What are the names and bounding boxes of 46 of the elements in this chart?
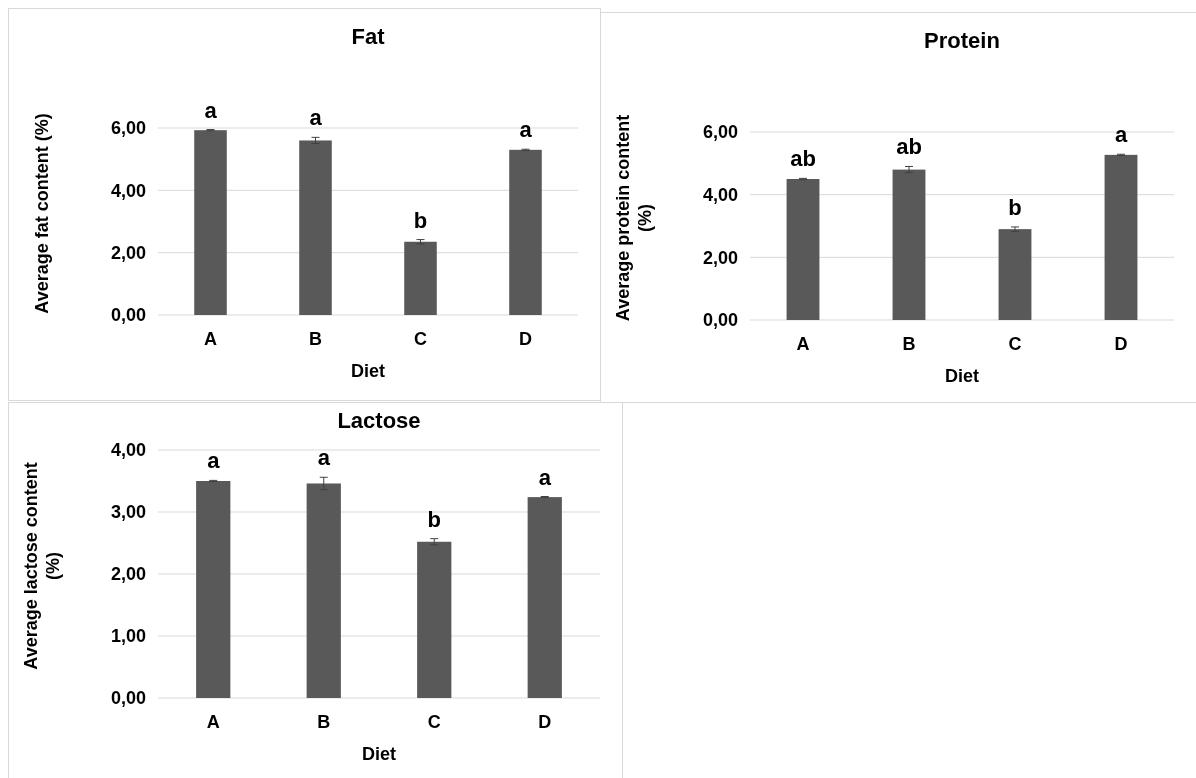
y-tick-label: 1,00 <box>110 626 146 647</box>
x-tick-label: C <box>414 329 427 349</box>
y-tick-label: 6,00 <box>110 118 146 139</box>
y-tick-label: 4,00 <box>110 180 146 201</box>
annotation: a <box>1114 122 1128 148</box>
chart-title: Fat <box>351 24 386 49</box>
y-tick-label: 0,00 <box>110 305 146 326</box>
x-tick-label: C <box>427 712 441 732</box>
y-axis-title: Average lactose content (%) <box>21 462 63 670</box>
x-tick-label: B <box>317 712 331 732</box>
x-tick-label: B <box>902 334 916 354</box>
y-tick-label: 4,00 <box>702 184 738 205</box>
x-tick-label: A <box>206 712 220 732</box>
y-tick-label: 3,00 <box>110 502 146 523</box>
y-tick-label: 4,00 <box>110 440 146 461</box>
y-tick-label: 6,00 <box>702 122 738 143</box>
x-tick-label: C <box>1008 334 1022 354</box>
chart-title: Lactose <box>337 408 421 433</box>
y-axis-title: Average protein content (%) <box>613 114 655 322</box>
x-tick-label: A <box>796 334 810 354</box>
chart-title: Protein <box>924 28 1000 53</box>
annotation: a <box>317 445 331 471</box>
x-axis-title: Diet <box>944 366 980 386</box>
y-tick-label: 0,00 <box>110 688 146 709</box>
y-tick-label: 2,00 <box>110 564 146 585</box>
annotation: a <box>309 105 323 131</box>
annotation: b <box>427 506 441 532</box>
x-tick-label: B <box>309 329 322 349</box>
x-tick-label: D <box>538 712 552 732</box>
x-axis-title: Diet <box>350 361 386 381</box>
annotation: a <box>538 464 552 490</box>
annotation: a <box>519 117 533 143</box>
y-tick-label: 0,00 <box>702 310 738 331</box>
annotation: a <box>204 97 218 123</box>
annotation: ab <box>790 146 816 172</box>
annotation: ab <box>896 134 922 160</box>
y-tick-label: 2,00 <box>702 247 738 268</box>
annotation: a <box>207 448 221 474</box>
annotation: b <box>413 207 428 233</box>
annotation: b <box>1008 194 1022 220</box>
y-axis-title: Average fat content (%) <box>32 113 52 314</box>
x-tick-label: D <box>519 329 532 349</box>
x-tick-label: D <box>1114 334 1128 354</box>
y-tick-label: 2,00 <box>110 242 146 263</box>
x-axis-title: Diet <box>361 744 397 764</box>
x-tick-label: A <box>204 329 217 349</box>
